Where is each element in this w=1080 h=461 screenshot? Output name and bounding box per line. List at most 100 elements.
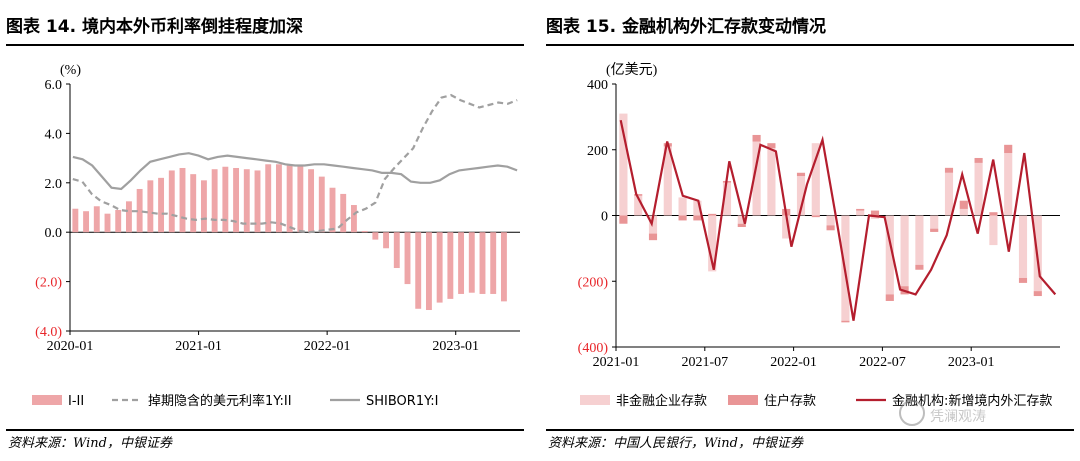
legend-swatch — [32, 395, 62, 405]
bar-mark — [190, 174, 197, 233]
chart-panel-15: 图表 15. 金融机构外汇存款变动情况 (亿美元) 400 200 0 (200) (40… — [540, 0, 1080, 461]
bar-mark — [752, 134, 761, 142]
y-tick-label: 6.0 — [45, 78, 63, 93]
bar-mark — [254, 170, 261, 233]
bar-mark — [648, 215, 658, 234]
bar-mark — [393, 232, 400, 269]
x-tick-label: 2021-01 — [593, 355, 640, 370]
bar-mark — [796, 172, 806, 177]
series-line — [72, 93, 518, 234]
x-tick-label: 2022-01 — [304, 339, 351, 354]
bar-mark — [500, 232, 507, 302]
bar-mark — [147, 180, 154, 233]
bar-mark — [211, 169, 218, 233]
bar-mark — [856, 210, 865, 216]
bar-mark — [275, 164, 282, 233]
bar-mark — [737, 215, 746, 224]
bar-mark — [900, 215, 909, 287]
bar-mark — [468, 232, 475, 293]
bar-mark — [1033, 291, 1042, 297]
bar-mark — [811, 215, 820, 218]
bar-mark — [243, 169, 250, 233]
y-tick-label: 4.0 — [45, 127, 63, 142]
bar-mark — [619, 113, 628, 216]
bar-mark — [115, 209, 122, 233]
bar-mark — [1004, 144, 1013, 154]
bar-mark — [222, 166, 229, 233]
bar-mark — [104, 213, 111, 233]
source-note: 资料来源：中国人民银行，Wind，中银证券 — [548, 436, 803, 451]
bar-mark — [752, 141, 761, 216]
legend-label: 非金融企业存款 — [616, 393, 707, 409]
chart-title: 图表 14. 境内本外币利率倒挂程度加深 — [6, 17, 303, 37]
bar-mark — [944, 172, 954, 216]
bar-mark — [930, 215, 939, 229]
chart-svg-15: (亿美元)400 200 0 (200) (400)2021-01 2021-07 2022… — [578, 62, 1060, 426]
bar-mark — [361, 230, 368, 233]
bar-mark — [415, 232, 422, 309]
bar-mark — [870, 210, 880, 216]
bar-mark — [693, 215, 702, 221]
bar-mark — [959, 208, 968, 216]
legend-swatch — [580, 395, 610, 405]
bar-mark — [619, 215, 628, 224]
bar-mark — [297, 165, 304, 233]
y-axis-label: (%) — [60, 63, 81, 78]
bar-mark — [425, 232, 432, 311]
y-tick-label: 0.0 — [45, 226, 63, 241]
bar-mark — [722, 182, 732, 216]
bar-mark — [436, 232, 443, 303]
bar-mark — [458, 232, 465, 294]
bar-mark — [479, 232, 486, 294]
y-axis-label: (亿美元) — [606, 62, 658, 78]
source-note: 资料来源：Wind，中银证券 — [8, 436, 172, 451]
bar-mark — [200, 180, 207, 233]
bar-mark — [125, 201, 132, 233]
bar-mark — [678, 215, 687, 221]
bar-mark — [811, 143, 820, 216]
bar-mark — [318, 176, 325, 233]
bar-mark — [136, 188, 143, 233]
watermark: 凭澜观涛 — [899, 400, 986, 426]
watermark-logo-icon — [899, 400, 925, 426]
series-line — [619, 119, 1057, 321]
bar-mark — [490, 232, 497, 294]
y-tick-label: (4.0) — [35, 325, 62, 340]
bar-mark — [158, 177, 165, 233]
series-line — [72, 152, 518, 191]
bar-mark — [693, 200, 702, 216]
x-tick-label: 2023-01 — [948, 355, 995, 370]
bar-mark — [1004, 153, 1013, 216]
bar-mark — [708, 215, 717, 272]
bar-mark — [1018, 277, 1028, 283]
bar-mark — [796, 176, 806, 216]
bar-mark — [885, 215, 894, 295]
bar-mark — [974, 162, 983, 216]
bar-mark — [179, 167, 186, 233]
bar-mark — [634, 194, 643, 196]
y-tick-label: 2.0 — [45, 177, 63, 192]
x-tick-label: 2022-07 — [859, 355, 906, 370]
bar-mark — [93, 206, 100, 233]
legend-swatch — [728, 395, 758, 405]
y-tick-label: 400 — [587, 78, 608, 93]
bar-mark — [72, 208, 79, 233]
x-tick-label: 2021-01 — [175, 339, 222, 354]
x-tick-label: 2021-07 — [681, 355, 728, 370]
bar-mark — [447, 232, 454, 299]
title-rule — [546, 44, 1074, 46]
legend-label: 住户存款 — [764, 393, 816, 409]
watermark-text: 凭澜观涛 — [930, 409, 986, 425]
bar-mark — [404, 232, 411, 285]
bar-mark — [329, 187, 336, 233]
bar-mark — [168, 170, 175, 233]
bar-mark — [767, 143, 776, 149]
bar-mark — [663, 146, 672, 216]
source-rule — [6, 429, 524, 431]
bar-mark — [782, 215, 791, 239]
bar-mark — [708, 213, 717, 216]
bar-mark — [340, 193, 347, 233]
source-rule — [546, 429, 1074, 431]
bar-mark — [826, 215, 835, 226]
y-tick-label: 200 — [587, 144, 608, 159]
